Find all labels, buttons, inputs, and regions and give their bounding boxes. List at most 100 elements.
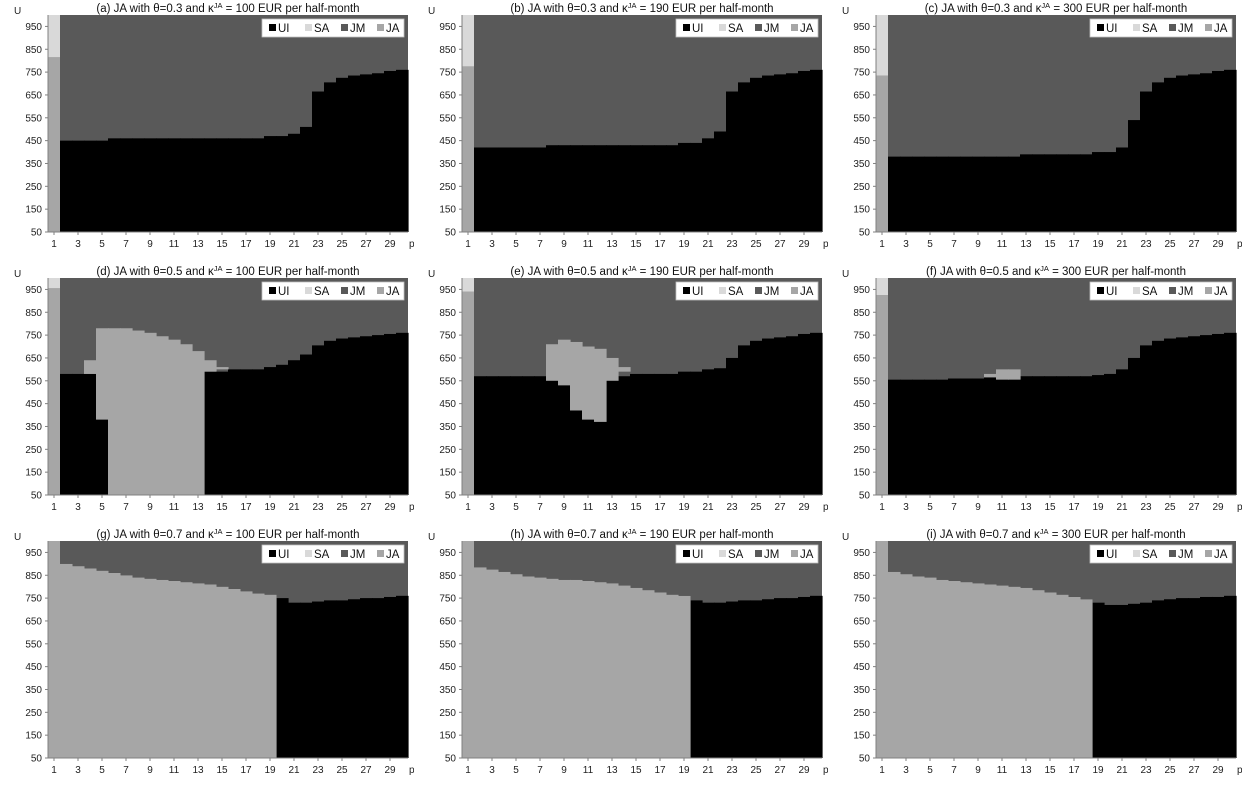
region-ui-bar (396, 595, 409, 758)
chart-panel: 50 150 250 350 450 550 650 750 850 950 1 3 5 7 9 11 13 15… (828, 526, 1242, 789)
x-tick-label: 19 (678, 502, 690, 513)
region-ui-bar (384, 70, 397, 232)
y-tick-label: 950 (853, 22, 870, 33)
legend-label: JM (1178, 286, 1193, 298)
region-ui-bar (534, 376, 547, 495)
region-ui-bar (1104, 152, 1117, 232)
region-ja-bar (474, 567, 487, 758)
y-tick-label: 450 (25, 136, 42, 147)
y-tick-label: 350 (439, 159, 456, 170)
chart-panel: 50 150 250 350 450 550 650 750 850 950 1 3 5 7 9 11 13 15… (0, 0, 415, 263)
region-ui-bar (690, 600, 703, 758)
y-tick-label: 50 (859, 491, 871, 502)
region-ja-bar (888, 571, 901, 758)
x-tick-label: 5 (927, 239, 933, 250)
region-ui-bar (1092, 375, 1105, 495)
x-tick-label: 1 (51, 765, 57, 776)
region-ja-bar (1008, 369, 1021, 380)
region-ui-bar (348, 337, 361, 495)
region-ja-bar (558, 579, 571, 758)
y-tick-label: 650 (439, 616, 456, 627)
x-tick-label: 27 (774, 502, 786, 513)
y-tick-label: 150 (853, 468, 870, 479)
legend-swatch (791, 287, 798, 294)
region-ui-bar (558, 145, 571, 232)
x-tick-label: 5 (927, 502, 933, 513)
legend-label: JM (764, 286, 779, 298)
y-tick-label: 350 (25, 685, 42, 696)
x-tick-label: 17 (240, 765, 252, 776)
region-ui-bar (252, 138, 265, 232)
y-tick-label: 850 (853, 308, 870, 319)
region-ui-bar (630, 373, 643, 495)
x-tick-label: 27 (774, 239, 786, 250)
region-ui-bar (546, 145, 559, 232)
y-tick-label: 750 (853, 68, 870, 79)
x-tick-label: 7 (123, 765, 129, 776)
x-tick-label: 23 (1140, 502, 1152, 513)
y-tick-label: 50 (31, 228, 43, 239)
region-ui-bar (678, 371, 691, 495)
legend-label: JM (1178, 23, 1193, 35)
x-tick-label: 11 (997, 765, 1008, 776)
region-ja-bar (1068, 596, 1081, 758)
legend-swatch (341, 24, 348, 31)
x-tick-label: 29 (384, 765, 396, 776)
y-tick-label: 250 (25, 445, 42, 456)
x-tick-label: 23 (1140, 765, 1152, 776)
y-tick-label: 350 (853, 159, 870, 170)
region-ui-bar (336, 338, 349, 495)
region-ui-bar (1032, 376, 1045, 495)
x-tick-label: 25 (750, 502, 762, 513)
y-tick-label: 450 (25, 399, 42, 410)
region-ui-bar (120, 138, 133, 232)
legend-label: JM (350, 549, 365, 561)
region-ui-bar (510, 376, 523, 495)
legend-swatch (1133, 287, 1140, 294)
region-ui-bar (1020, 154, 1033, 232)
x-tick-label: 21 (702, 239, 714, 250)
y-tick-label: 850 (439, 308, 456, 319)
region-ui-bar (888, 156, 901, 232)
x-tick-label: 29 (384, 239, 396, 250)
region-ui-bar (1176, 598, 1189, 758)
region-ui-bar (762, 75, 775, 232)
x-tick-label: 23 (1140, 239, 1152, 250)
y-tick-label: 450 (439, 136, 456, 147)
legend-box (261, 544, 405, 564)
y-tick-label: 650 (25, 616, 42, 627)
region-ui-bar (1080, 376, 1093, 495)
y-tick-label: 150 (25, 468, 42, 479)
region-ui-bar (522, 147, 535, 232)
legend-box (1089, 544, 1233, 564)
region-ui-bar (1044, 154, 1057, 232)
y-tick-label: 850 (25, 308, 42, 319)
region-ui-bar (738, 82, 751, 232)
region-ui-bar (324, 82, 337, 232)
y-tick-label: 150 (853, 205, 870, 216)
x-tick-label: 29 (798, 239, 810, 250)
x-tick-label: 29 (1212, 239, 1224, 250)
x-tick-label: 17 (1068, 239, 1080, 250)
chart-title: (h) JA with θ=0.7 and κJA = 190 EUR per … (510, 527, 773, 541)
y-tick-label: 50 (445, 491, 457, 502)
y-tick-label: 50 (859, 754, 871, 765)
region-ui-bar (360, 336, 373, 495)
region-ja-bar (120, 328, 133, 495)
region-ui-bar (702, 369, 715, 495)
legend-swatch (1169, 550, 1176, 557)
region-ja-bar (1032, 590, 1045, 758)
legend-swatch (683, 287, 690, 294)
y-tick-label: 550 (439, 376, 456, 387)
x-tick-label: 21 (702, 502, 714, 513)
region-ui-bar (618, 376, 631, 495)
x-tick-label: 27 (1188, 502, 1200, 513)
region-ui-bar (300, 602, 313, 758)
legend-label: JM (350, 23, 365, 35)
y-axis-label: U (842, 6, 849, 17)
region-ja-bar (156, 579, 169, 758)
region-ja-bar (156, 336, 169, 495)
legend-label: SA (314, 23, 330, 35)
legend-label: JA (386, 23, 400, 35)
x-tick-label: 17 (654, 239, 666, 250)
